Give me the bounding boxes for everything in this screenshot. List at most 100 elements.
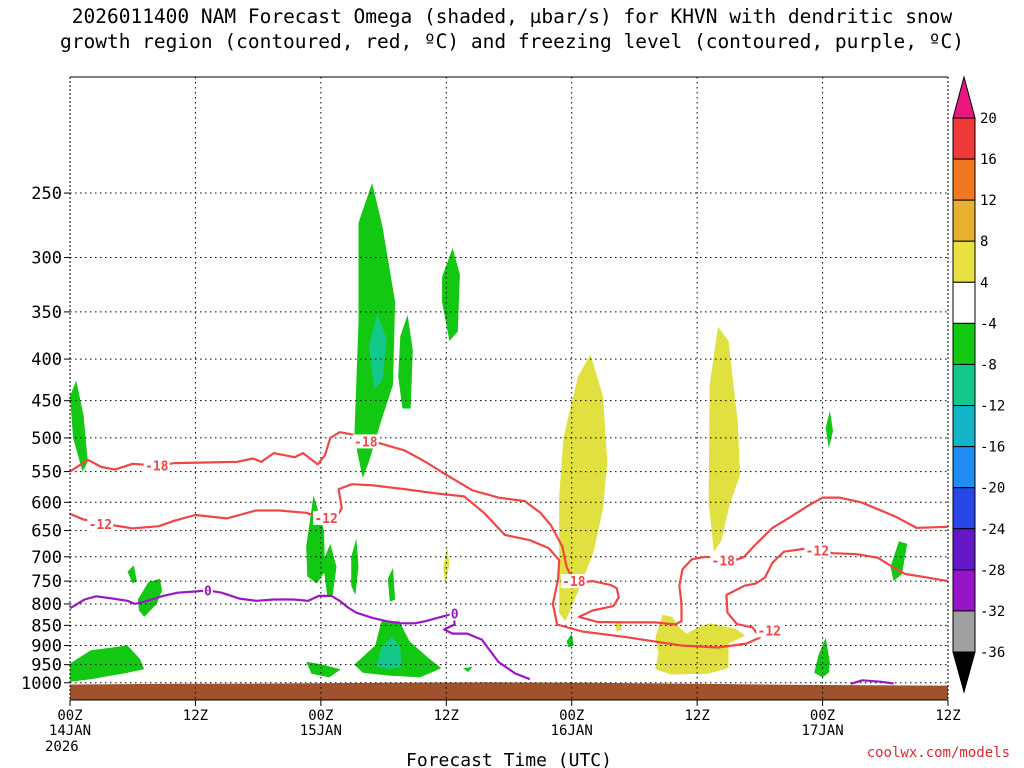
colorbar-bin — [952, 528, 976, 571]
contour-label-bg — [560, 574, 587, 589]
colorbar-label: -36 — [980, 645, 1005, 661]
colorbar-bin — [952, 199, 976, 242]
omega-region — [368, 313, 387, 389]
colorbar-label: 8 — [980, 234, 988, 250]
contour-label-bg — [804, 543, 831, 558]
colorbar-bin — [952, 158, 976, 201]
x-tick-date: 17JAN — [801, 723, 843, 739]
contour-label: 0 — [451, 608, 459, 623]
colorbar-label: 12 — [980, 193, 997, 209]
contour-line-m12 — [69, 483, 949, 649]
omega-region — [387, 567, 396, 602]
x-tick-year: 2026 — [45, 739, 79, 755]
colorbar-bin — [952, 240, 976, 283]
x-tick-date: 14JAN — [49, 723, 91, 739]
x-tick-date: 16JAN — [551, 723, 593, 739]
omega-region — [655, 614, 746, 675]
contour-label-bg — [352, 434, 379, 449]
colorbar-label: -4 — [980, 316, 997, 332]
y-tick-label: 600 — [31, 493, 62, 513]
contour-label-bg — [202, 583, 213, 598]
x-tick-label: 12Z — [183, 708, 208, 724]
plot-area — [70, 77, 948, 700]
gridlines — [70, 77, 948, 700]
credit-text[interactable]: coolwx.com/models — [866, 745, 1010, 761]
colorbar: 20 16 12 8 4 -4 -8 -12 -16 -20 -24 -28 -32 -36 — [952, 75, 1005, 694]
y-tick-label: 550 — [31, 463, 62, 483]
y-tick-label: 800 — [31, 595, 62, 615]
colorbar-label: -12 — [980, 399, 1005, 415]
contour-line-0 — [850, 679, 894, 685]
terrain-ground — [70, 682, 948, 700]
contour-label: -12 — [758, 624, 781, 639]
colorbar-bin — [952, 569, 976, 612]
y-tick-label: 650 — [31, 522, 62, 542]
x-tick-label: 00Z — [810, 708, 835, 724]
y-tick-label: 300 — [31, 248, 62, 268]
colorbar-bin — [952, 322, 976, 365]
x-axis-title: Forecast Time (UTC) — [406, 750, 612, 768]
colorbar-label: -8 — [980, 357, 997, 373]
contour-label: -12 — [314, 512, 337, 527]
omega-region — [463, 666, 473, 672]
omega-region — [890, 541, 908, 582]
omega-region — [825, 410, 833, 449]
omega-shading-layer — [70, 183, 908, 682]
omega-region — [443, 546, 450, 585]
omega-region — [814, 637, 830, 678]
chart-title-line-2: growth region (contoured, red, ºC) and f… — [60, 30, 964, 53]
contour-label-bg — [449, 606, 460, 621]
contour-label: -12 — [89, 518, 112, 533]
contour-label: -18 — [712, 554, 736, 569]
omega-region — [127, 565, 137, 584]
colorbar-bin — [952, 405, 976, 448]
contour-label-bg — [710, 553, 737, 568]
omega-region — [70, 645, 145, 682]
contour-layer: -18 -18 -18 -18 -12 -12 -12 -12 0 0 — [69, 431, 949, 685]
y-tick-label: 400 — [31, 350, 62, 370]
contour-label-bg — [87, 517, 114, 532]
omega-region — [306, 495, 325, 584]
y-tick-label: 350 — [31, 303, 62, 323]
x-tick-date: 15JAN — [300, 723, 342, 739]
x-tick-label: 12Z — [434, 708, 459, 724]
colorbar-label: -32 — [980, 604, 1005, 620]
omega-region — [306, 661, 341, 678]
contour-label: -18 — [354, 435, 378, 450]
omega-region — [559, 354, 608, 622]
y-tick-label: 700 — [31, 548, 62, 568]
contour-label-bg — [143, 458, 170, 473]
colorbar-bin — [952, 446, 976, 489]
y-tick-label: 450 — [31, 392, 62, 412]
contour-line-0 — [69, 589, 531, 681]
contour-label-bg — [756, 623, 783, 638]
y-tick-label: 850 — [31, 616, 62, 636]
x-tick-label: 12Z — [935, 708, 960, 724]
contour-label: 0 — [204, 584, 212, 599]
contour-label: -18 — [145, 460, 169, 475]
omega-region — [137, 578, 162, 617]
chart-title-line-1: 2026011400 NAM Forecast Omega (shaded, µ… — [71, 5, 953, 28]
colorbar-label: -28 — [980, 563, 1005, 579]
contour-label-bg — [313, 510, 340, 525]
omega-region — [376, 636, 402, 670]
y-tick-label: 900 — [31, 637, 62, 657]
colorbar-cap-bottom — [952, 651, 976, 694]
colorbar-cap-top — [952, 75, 976, 119]
colorbar-label: 20 — [980, 111, 997, 127]
colorbar-bin — [952, 117, 976, 160]
y-tick-label: 1000 — [21, 674, 62, 694]
y-tick-label: 500 — [31, 429, 62, 449]
colorbar-bin — [952, 610, 976, 653]
omega-region — [708, 326, 740, 552]
x-tick-label: 00Z — [559, 708, 584, 724]
omega-region — [398, 314, 413, 409]
colorbar-label: 4 — [980, 275, 988, 291]
omega-region — [70, 380, 88, 472]
omega-region — [351, 538, 359, 595]
colorbar-bin — [952, 363, 976, 407]
colorbar-bin — [952, 281, 976, 324]
y-tick-label: 250 — [31, 184, 62, 204]
